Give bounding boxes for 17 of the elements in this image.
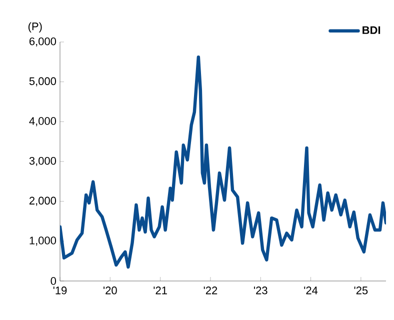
y-tick-label: 2,000 [29, 196, 56, 206]
y-tick-label: 5,000 [29, 77, 56, 86]
y-tick-label: 0 [50, 277, 56, 285]
x-tick-label: '22 [204, 286, 218, 294]
x-tick-label: '24 [304, 286, 318, 294]
x-tick-label: '20 [104, 286, 117, 294]
x-tick-label: '25 [354, 286, 368, 294]
legend-label: BDI [362, 26, 380, 34]
x-tick-label: '21 [154, 286, 167, 294]
y-tick-label: 4,000 [29, 117, 56, 126]
y-tick-label: 3,000 [29, 156, 56, 166]
x-tick-label: '23 [254, 286, 268, 294]
y-tick-label: 6,000 [30, 37, 56, 47]
y-tick-label: 1,000 [30, 236, 56, 246]
x-tick-label: '19 [53, 286, 67, 294]
line-series [60, 56, 386, 269]
y-axis-title: (P) [28, 22, 42, 32]
